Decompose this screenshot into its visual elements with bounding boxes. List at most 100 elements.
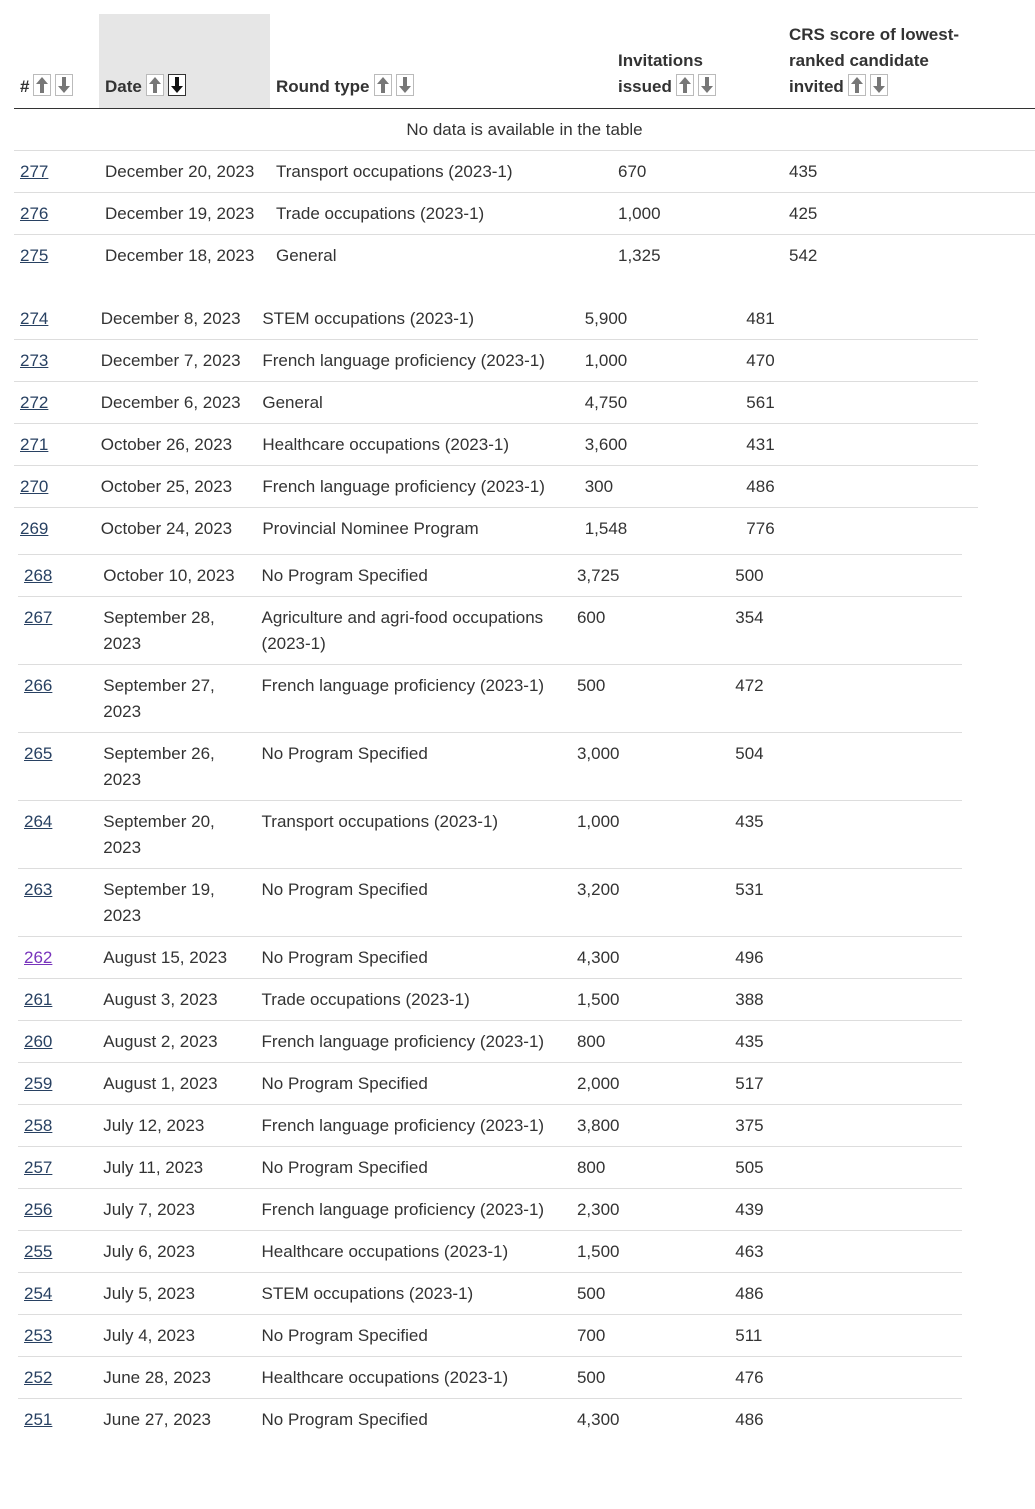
round-link[interactable]: 257 bbox=[24, 1158, 53, 1177]
sort-ascending[interactable] bbox=[145, 74, 164, 96]
table-body: No data is available in the table 277 Dec… bbox=[0, 109, 1035, 1440]
table-row: 277 December 20, 2023 Transport occupation… bbox=[14, 151, 1035, 193]
round-link[interactable]: 267 bbox=[24, 608, 53, 627]
round-link[interactable]: 272 bbox=[20, 393, 49, 412]
header-label: CRS score of lowest-ranked candidate inv… bbox=[789, 25, 960, 96]
round-link[interactable]: 264 bbox=[24, 812, 53, 831]
sort-descending[interactable] bbox=[869, 74, 888, 96]
header-label: # bbox=[20, 77, 30, 96]
round-link[interactable]: 251 bbox=[24, 1410, 53, 1429]
round-link[interactable]: 256 bbox=[24, 1200, 53, 1219]
round-type-cell: STEM occupations (2023-1) bbox=[256, 1281, 571, 1307]
round-link[interactable]: 255 bbox=[24, 1242, 53, 1261]
round-link[interactable]: 258 bbox=[24, 1116, 53, 1135]
round-number-cell: 267 bbox=[18, 605, 97, 657]
round-type-cell: Healthcare occupations (2023-1) bbox=[256, 432, 578, 458]
round-link[interactable]: 259 bbox=[24, 1074, 53, 1093]
round-number-cell: 277 bbox=[14, 159, 99, 185]
crs-score: 511 bbox=[735, 1326, 763, 1345]
round-type: French language proficiency (2023-1) bbox=[262, 477, 545, 496]
table-row: 272 December 6, 2023 General 4,750 561 bbox=[14, 382, 978, 424]
round-type-cell: French language proficiency (2023-1) bbox=[256, 1029, 571, 1055]
crs-score-cell: 561 bbox=[740, 390, 978, 416]
round-type-cell: No Program Specified bbox=[256, 1323, 571, 1349]
invitations-cell: 800 bbox=[571, 1155, 729, 1181]
sort-descending[interactable] bbox=[395, 74, 414, 96]
round-link[interactable]: 277 bbox=[20, 162, 49, 181]
round-date-cell: August 15, 2023 bbox=[97, 945, 255, 971]
sort-descending[interactable] bbox=[167, 74, 186, 96]
sort-ascending[interactable] bbox=[373, 74, 392, 96]
crs-score-cell: 486 bbox=[740, 474, 978, 500]
invitations-cell: 2,000 bbox=[571, 1071, 729, 1097]
round-link[interactable]: 261 bbox=[24, 990, 53, 1009]
crs-score-cell: 776 bbox=[740, 516, 978, 542]
round-link[interactable]: 268 bbox=[24, 566, 53, 585]
round-type-cell: Transport occupations (2023-1) bbox=[256, 809, 571, 861]
round-type-cell: French language proficiency (2023-1) bbox=[256, 1113, 571, 1139]
round-link[interactable]: 253 bbox=[24, 1326, 53, 1345]
column-header: Round type bbox=[270, 14, 612, 108]
round-link[interactable]: 269 bbox=[20, 519, 49, 538]
sort-ascending[interactable] bbox=[33, 74, 52, 96]
header-label-wrap: Date bbox=[105, 74, 186, 100]
crs-score-cell: 504 bbox=[729, 741, 962, 793]
round-type: General bbox=[262, 393, 323, 412]
round-type: Transport occupations (2023-1) bbox=[276, 162, 513, 181]
round-link[interactable]: 254 bbox=[24, 1284, 53, 1303]
round-date-cell: October 26, 2023 bbox=[95, 432, 257, 458]
sort-ascending[interactable] bbox=[847, 74, 866, 96]
round-link[interactable]: 275 bbox=[20, 246, 49, 265]
round-link[interactable]: 265 bbox=[24, 744, 53, 763]
round-link[interactable]: 276 bbox=[20, 204, 49, 223]
round-date: August 3, 2023 bbox=[103, 990, 218, 1009]
table-row: 269 October 24, 2023 Provincial Nominee Pr… bbox=[14, 508, 978, 554]
round-date: September 19, 2023 bbox=[103, 880, 215, 925]
round-date-cell: July 11, 2023 bbox=[97, 1155, 255, 1181]
round-link[interactable]: 270 bbox=[20, 477, 49, 496]
round-type-cell: No Program Specified bbox=[256, 741, 571, 793]
round-link[interactable]: 271 bbox=[20, 435, 49, 454]
sort-descending[interactable] bbox=[697, 74, 716, 96]
round-link[interactable]: 273 bbox=[20, 351, 49, 370]
round-type: Healthcare occupations (2023-1) bbox=[262, 435, 509, 454]
round-date-cell: October 24, 2023 bbox=[95, 516, 257, 542]
round-number-cell: 254 bbox=[18, 1281, 97, 1307]
round-type-cell: No Program Specified bbox=[256, 1407, 571, 1433]
round-number-cell: 275 bbox=[14, 243, 99, 269]
invitations-cell: 500 bbox=[571, 673, 729, 725]
invitations-cell: 800 bbox=[571, 1029, 729, 1055]
round-link[interactable]: 263 bbox=[24, 880, 53, 899]
round-date: October 24, 2023 bbox=[100, 519, 233, 538]
round-number-cell: 257 bbox=[18, 1155, 97, 1181]
invitations-cell: 1,000 bbox=[579, 348, 741, 374]
crs-score-cell: 435 bbox=[729, 1029, 962, 1055]
crs-score-cell: 439 bbox=[729, 1197, 962, 1223]
round-link[interactable]: 262 bbox=[24, 948, 53, 967]
invitations-cell: 1,548 bbox=[579, 516, 741, 542]
round-type: French language proficiency (2023-1) bbox=[261, 1032, 545, 1051]
round-date-cell: September 26, 2023 bbox=[97, 741, 255, 793]
crs-score: 375 bbox=[735, 1116, 764, 1135]
round-link[interactable]: 252 bbox=[24, 1368, 53, 1387]
invitations: 4,300 bbox=[576, 948, 620, 967]
round-link[interactable]: 260 bbox=[24, 1032, 53, 1051]
round-date: June 28, 2023 bbox=[103, 1368, 212, 1387]
table-header: # Date Round type Invitations issued CRS sco… bbox=[14, 14, 1035, 109]
round-date: December 6, 2023 bbox=[100, 393, 241, 412]
round-type-cell: French language proficiency (2023-1) bbox=[256, 673, 571, 725]
table-row: 265 September 26, 2023 No Program Specifie… bbox=[18, 733, 962, 801]
round-date: September 26, 2023 bbox=[103, 744, 215, 789]
round-link[interactable]: 266 bbox=[24, 676, 53, 695]
invitations: 800 bbox=[576, 1032, 606, 1051]
invitations-cell: 1,000 bbox=[612, 201, 783, 227]
sort-descending[interactable] bbox=[55, 74, 74, 96]
invitations-cell: 3,000 bbox=[571, 741, 729, 793]
round-date-cell: June 27, 2023 bbox=[97, 1407, 255, 1433]
sort-ascending[interactable] bbox=[675, 74, 694, 96]
invitations: 3,200 bbox=[576, 880, 620, 899]
round-date: July 5, 2023 bbox=[103, 1284, 195, 1303]
crs-score: 776 bbox=[746, 519, 775, 538]
header-label-wrap: Round type bbox=[276, 74, 414, 100]
round-link[interactable]: 274 bbox=[20, 309, 49, 328]
